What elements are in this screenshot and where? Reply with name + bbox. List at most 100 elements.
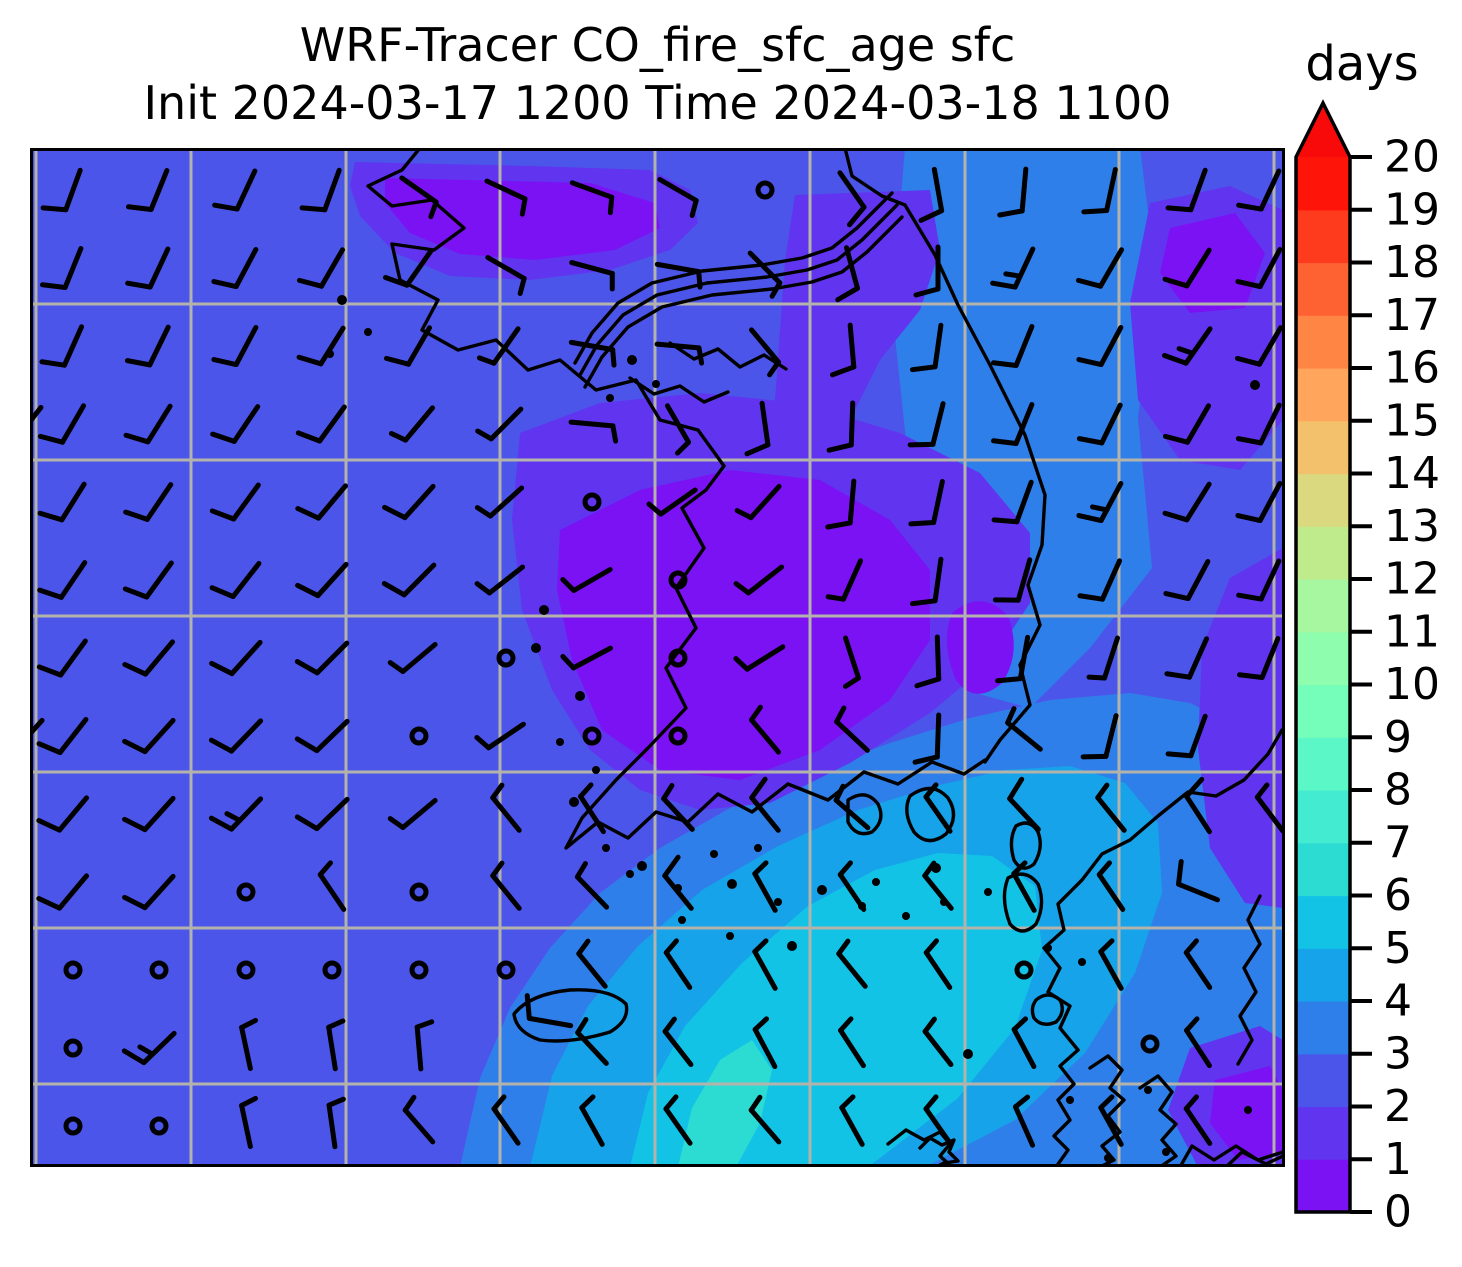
wind-barb-icon xyxy=(1165,167,1208,213)
colorbar-tick-label: 3 xyxy=(1384,1028,1412,1079)
small-island xyxy=(627,355,637,365)
wind-barb-icon xyxy=(326,1096,346,1150)
wind-barb-icon xyxy=(491,1094,521,1146)
wind-barb-icon xyxy=(490,782,522,833)
wind-barb-icon xyxy=(484,178,528,217)
colorbar-tick-label: 20 xyxy=(1384,132,1440,183)
wind-barb-icon xyxy=(909,556,944,607)
island-outline xyxy=(846,793,883,836)
colorbar-tick-label: 1 xyxy=(1384,1134,1412,1185)
coastline xyxy=(843,148,1047,764)
wind-barb-icon xyxy=(922,1016,954,1068)
wind-barb-icon xyxy=(1005,706,1043,752)
wind-barb-icon xyxy=(239,1095,258,1150)
wind-barb-icon xyxy=(646,487,698,517)
wind-barb-icon xyxy=(825,558,864,602)
wind-barb-icon xyxy=(1086,635,1120,681)
colorbar-segment xyxy=(1296,1106,1350,1160)
colorbar-tick-label: 7 xyxy=(1384,817,1412,868)
wind-barb-icon xyxy=(909,322,944,373)
small-island xyxy=(602,844,610,852)
small-island xyxy=(726,932,734,940)
wind-barb-icon xyxy=(1076,402,1123,446)
wind-barb-icon xyxy=(37,481,87,523)
wind-barb-icon xyxy=(294,796,350,832)
wind-barb-icon xyxy=(990,246,1036,290)
colorbar-tick-label: 13 xyxy=(1384,501,1440,552)
small-island xyxy=(1144,1086,1152,1094)
wind-barb-icon xyxy=(1164,636,1210,680)
wind-barb-icon xyxy=(908,478,945,527)
small-island xyxy=(626,870,634,878)
wind-barb-icon xyxy=(834,705,870,753)
wind-barb-icon xyxy=(838,1016,866,1069)
wind-barb-icon xyxy=(402,1094,436,1145)
wind-barb-icon xyxy=(574,861,610,910)
calm-wind-circle xyxy=(1140,1034,1160,1054)
wind-barb-icon xyxy=(749,327,781,378)
wind-barb-icon xyxy=(299,167,342,213)
calm-wind-circle xyxy=(236,882,256,902)
wind-barb-icon xyxy=(907,401,946,448)
wind-barb-icon xyxy=(1080,713,1119,760)
colorbar-segment xyxy=(1296,1053,1350,1108)
wind-barb-icon xyxy=(209,560,262,600)
coastline xyxy=(628,376,730,404)
wind-barb-icon xyxy=(1254,782,1285,834)
wind-barb-icon xyxy=(1076,480,1124,524)
colorbar-segment xyxy=(1296,315,1350,369)
colorbar-tick-label: 15 xyxy=(1384,395,1440,446)
wind-barb-icon xyxy=(474,564,526,596)
colorbar-tick-label: 16 xyxy=(1384,343,1440,394)
wind-barb-icon xyxy=(474,485,525,519)
wind-barb-icon xyxy=(387,642,438,674)
colorbar-tick-label: 8 xyxy=(1384,765,1412,816)
wind-barb-icon xyxy=(1098,1094,1124,1147)
wind-barb-icon xyxy=(654,261,703,290)
colorbar-tick-label: 5 xyxy=(1384,923,1412,974)
wind-barb-icon xyxy=(1163,558,1211,602)
wind-barb-icon xyxy=(578,782,606,835)
wind-barb-icon xyxy=(1183,938,1213,990)
wind-barb-icon xyxy=(991,479,1034,525)
wind-barb-icon xyxy=(317,860,347,912)
wind-barb-icon xyxy=(122,795,176,833)
wind-barb-icon xyxy=(1095,782,1127,833)
colorbar-tick-label: 11 xyxy=(1384,606,1440,657)
wind-barb-icon xyxy=(1077,558,1123,602)
wind-barb-icon xyxy=(733,564,785,596)
wind-barb-layer xyxy=(30,166,1285,1150)
wind-barb-icon xyxy=(326,1018,346,1072)
colorbar-tick-label: 0 xyxy=(1384,1187,1412,1238)
colorbar-segment xyxy=(1296,1159,1350,1213)
wind-barb-icon xyxy=(1184,776,1212,835)
colorbar-tick-label: 10 xyxy=(1384,659,1440,710)
coastline xyxy=(668,341,788,371)
wind-barb-icon xyxy=(123,403,173,445)
wind-barb-icon xyxy=(990,324,1035,368)
map-panel xyxy=(30,148,1285,1167)
wind-barb-icon xyxy=(665,403,691,456)
coastline xyxy=(918,1136,960,1167)
calm-wind-circle xyxy=(582,492,602,512)
wind-barb-icon xyxy=(992,557,1033,603)
calm-wind-circle xyxy=(668,570,688,590)
small-island xyxy=(1066,1096,1074,1104)
map-border xyxy=(30,148,1285,1167)
colorbar-tick-label: 9 xyxy=(1384,712,1412,763)
wind-barb-icon xyxy=(1162,403,1211,445)
wind-barb-icon xyxy=(294,718,350,754)
wind-barb-icon xyxy=(1165,713,1208,759)
wind-barb-icon xyxy=(1235,402,1282,446)
calm-wind-circle xyxy=(582,726,602,746)
wind-barb-icon xyxy=(654,341,705,366)
colorbar-outline xyxy=(1294,99,1352,1214)
wind-barb-icon xyxy=(747,250,783,299)
coastline xyxy=(1088,1054,1126,1167)
wind-barb-icon xyxy=(825,478,857,530)
wind-barb-icon xyxy=(575,1016,609,1066)
wind-barb-icon xyxy=(839,1094,865,1147)
wind-barb-icon xyxy=(1235,480,1283,524)
